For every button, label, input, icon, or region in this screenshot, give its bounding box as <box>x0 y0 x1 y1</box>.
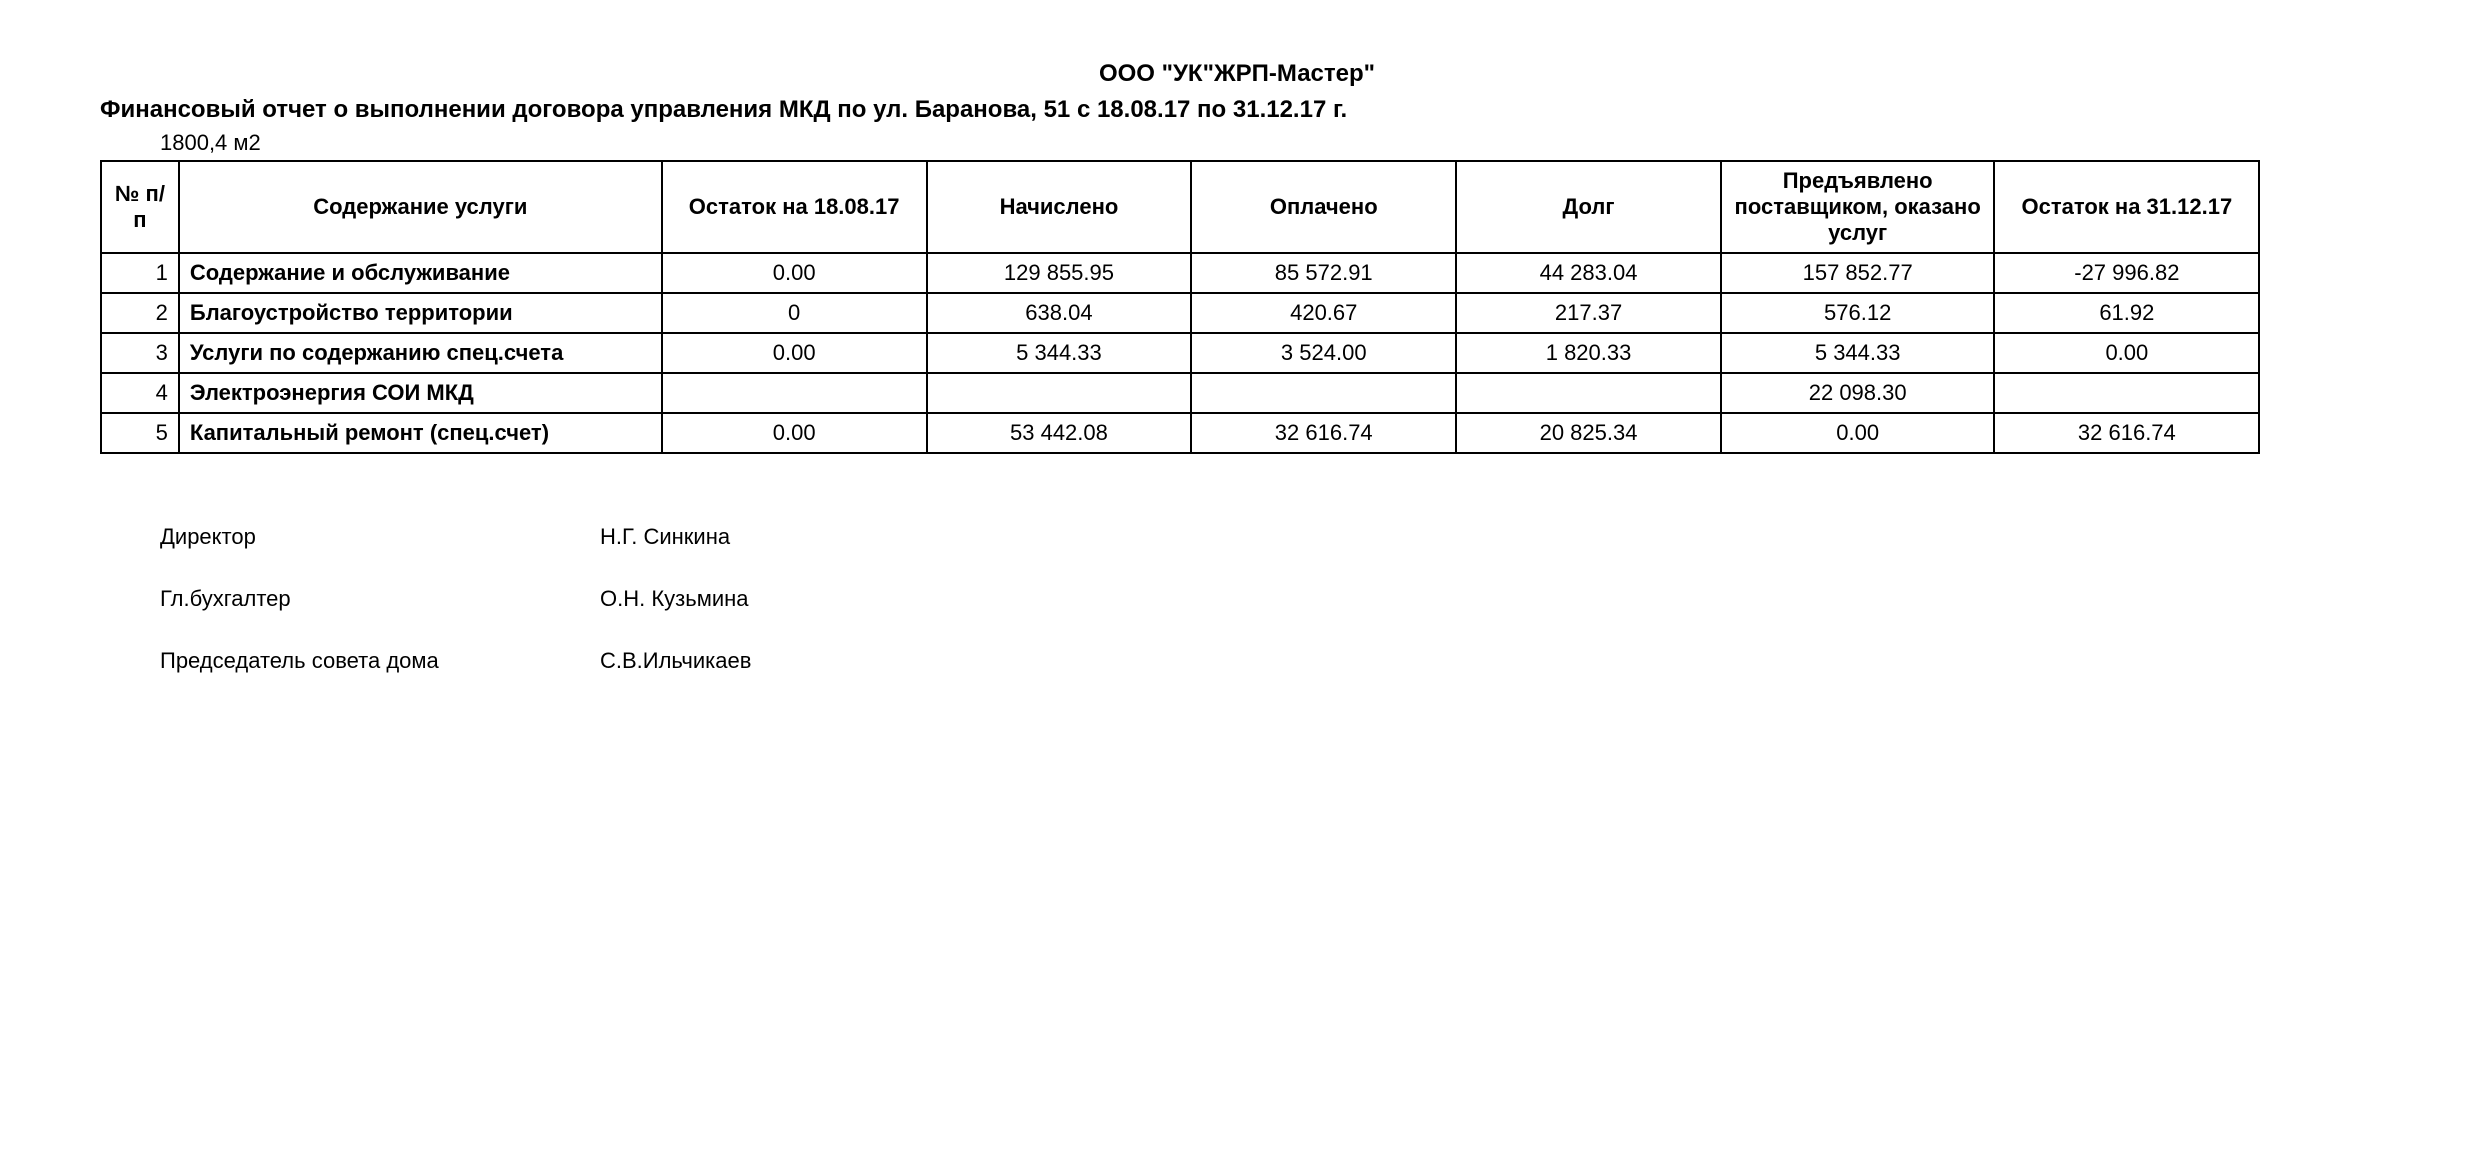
cell-paid: 32 616.74 <box>1191 413 1456 453</box>
table-row: 2 Благоустройство территории 0 638.04 42… <box>101 293 2259 333</box>
table-row: 5 Капитальный ремонт (спец.счет) 0.00 53… <box>101 413 2259 453</box>
cell-opening: 0 <box>662 293 927 333</box>
signature-role: Председатель совета дома <box>160 648 600 674</box>
cell-service: Капитальный ремонт (спец.счет) <box>179 413 662 453</box>
cell-opening: 0.00 <box>662 413 927 453</box>
cell-paid <box>1191 373 1456 413</box>
signature-row: Гл.бухгалтер О.Н. Кузьмина <box>160 586 2374 612</box>
cell-closing: 61.92 <box>1994 293 2259 333</box>
cell-supplied: 22 098.30 <box>1721 373 1994 413</box>
signatures-block: Директор Н.Г. Синкина Гл.бухгалтер О.Н. … <box>160 524 2374 674</box>
cell-supplied: 5 344.33 <box>1721 333 1994 373</box>
cell-debt: 1 820.33 <box>1456 333 1721 373</box>
cell-closing <box>1994 373 2259 413</box>
area-value: 1800,4 м2 <box>160 130 2374 156</box>
signature-name: Н.Г. Синкина <box>600 524 730 550</box>
cell-service: Благоустройство территории <box>179 293 662 333</box>
company-name: ООО "УК"ЖРП-Мастер" <box>100 60 2374 88</box>
cell-service: Услуги по содержанию спец.счета <box>179 333 662 373</box>
cell-supplied: 0.00 <box>1721 413 1994 453</box>
cell-service: Электроэнергия СОИ МКД <box>179 373 662 413</box>
cell-accrued: 53 442.08 <box>927 413 1192 453</box>
cell-debt: 217.37 <box>1456 293 1721 333</box>
financial-table: № п/п Содержание услуги Остаток на 18.08… <box>100 160 2260 454</box>
report-title: Финансовый отчет о выполнении договора у… <box>100 96 2374 124</box>
cell-index: 3 <box>101 333 179 373</box>
cell-accrued: 638.04 <box>927 293 1192 333</box>
signature-row: Директор Н.Г. Синкина <box>160 524 2374 550</box>
cell-service: Содержание и обслуживание <box>179 253 662 293</box>
cell-closing: 0.00 <box>1994 333 2259 373</box>
cell-opening <box>662 373 927 413</box>
cell-accrued <box>927 373 1192 413</box>
cell-index: 5 <box>101 413 179 453</box>
cell-debt: 44 283.04 <box>1456 253 1721 293</box>
signature-role: Директор <box>160 524 600 550</box>
cell-supplied: 157 852.77 <box>1721 253 1994 293</box>
signature-name: С.В.Ильчикаев <box>600 648 751 674</box>
signature-role: Гл.бухгалтер <box>160 586 600 612</box>
cell-paid: 85 572.91 <box>1191 253 1456 293</box>
col-debt: Долг <box>1456 161 1721 253</box>
col-index: № п/п <box>101 161 179 253</box>
table-row: 4 Электроэнергия СОИ МКД 22 098.30 <box>101 373 2259 413</box>
col-supplied: Предъявлено поставщиком, оказано услуг <box>1721 161 1994 253</box>
signature-name: О.Н. Кузьмина <box>600 586 749 612</box>
table-row: 1 Содержание и обслуживание 0.00 129 855… <box>101 253 2259 293</box>
signature-row: Председатель совета дома С.В.Ильчикаев <box>160 648 2374 674</box>
col-closing: Остаток на 31.12.17 <box>1994 161 2259 253</box>
cell-supplied: 576.12 <box>1721 293 1994 333</box>
cell-debt: 20 825.34 <box>1456 413 1721 453</box>
table-body: 1 Содержание и обслуживание 0.00 129 855… <box>101 253 2259 453</box>
table-row: 3 Услуги по содержанию спец.счета 0.00 5… <box>101 333 2259 373</box>
cell-paid: 3 524.00 <box>1191 333 1456 373</box>
col-accrued: Начислено <box>927 161 1192 253</box>
cell-index: 1 <box>101 253 179 293</box>
cell-closing: 32 616.74 <box>1994 413 2259 453</box>
table-header-row: № п/п Содержание услуги Остаток на 18.08… <box>101 161 2259 253</box>
cell-paid: 420.67 <box>1191 293 1456 333</box>
col-opening: Остаток на 18.08.17 <box>662 161 927 253</box>
cell-opening: 0.00 <box>662 253 927 293</box>
cell-opening: 0.00 <box>662 333 927 373</box>
cell-accrued: 129 855.95 <box>927 253 1192 293</box>
col-service: Содержание услуги <box>179 161 662 253</box>
cell-debt <box>1456 373 1721 413</box>
cell-index: 2 <box>101 293 179 333</box>
col-paid: Оплачено <box>1191 161 1456 253</box>
cell-accrued: 5 344.33 <box>927 333 1192 373</box>
cell-closing: -27 996.82 <box>1994 253 2259 293</box>
cell-index: 4 <box>101 373 179 413</box>
